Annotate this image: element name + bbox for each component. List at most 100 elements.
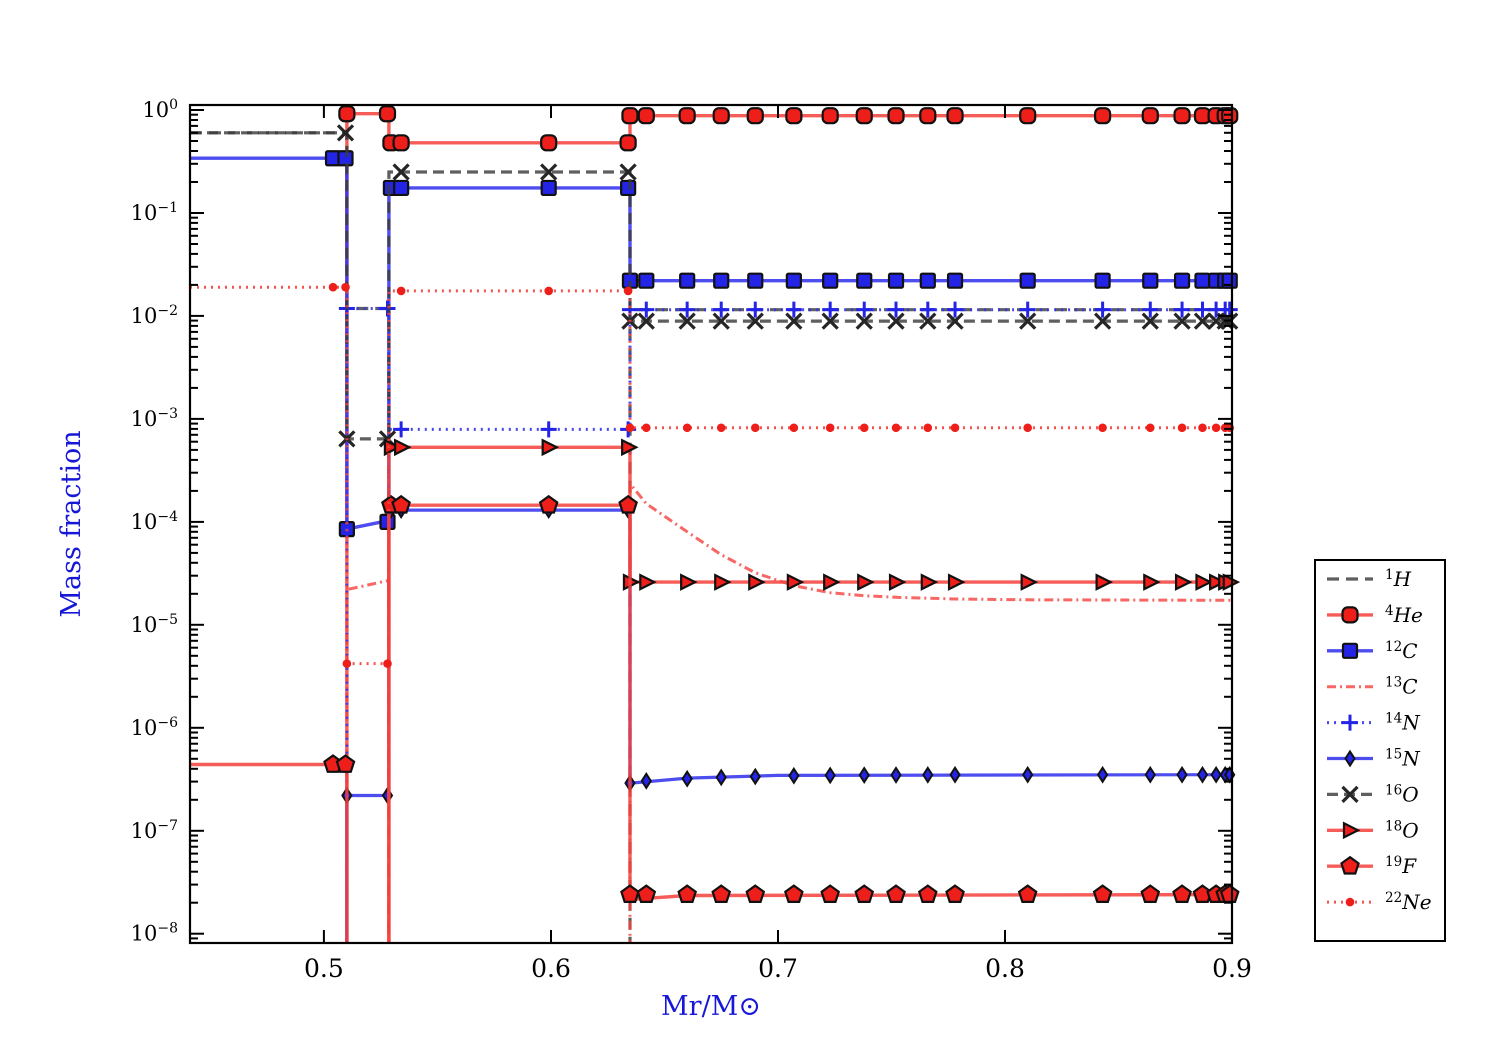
dot-marker [891,423,901,433]
circle-marker [540,134,558,152]
triangle-right-marker [888,573,907,591]
pentagon-marker [1017,884,1038,903]
triangle-right-marker [1342,821,1361,840]
circle-marker [919,107,937,125]
pentagon-marker [1092,884,1113,903]
dot-marker [383,659,392,668]
x-marker [678,312,696,330]
dot-marker [342,659,352,668]
diamond-marker [1210,765,1222,784]
series-O16 [190,124,1239,448]
plus-marker [1142,301,1159,318]
legend-entry-O18: 18O [1327,818,1419,842]
circle-marker [619,134,637,152]
triangle-right-marker [639,573,657,591]
x-tick-label: 0.8 [985,954,1025,983]
pentagon-marker [677,884,698,903]
triangle-right-marker [1174,573,1193,591]
plus-marker [747,301,764,318]
square-marker [946,272,964,289]
legend-entry-He4: 4He [1327,603,1423,627]
series-markers-He4 [338,105,1239,152]
diamond-marker [788,766,800,785]
legend-label-Ne22: 22Ne [1385,890,1432,914]
dot-marker [1211,423,1221,433]
series-markers-O18 [383,438,1241,591]
circle-marker [855,107,873,125]
plus-marker [540,421,557,438]
y-tick-label: 10−3 [131,406,178,431]
diamond-marker [858,766,870,784]
dot-marker [682,423,692,433]
circle-marker [1173,107,1191,125]
circle-marker [946,107,964,125]
legend-entry-C12: 12C [1327,639,1418,663]
circle-marker [785,107,803,125]
x-tick-label: 0.5 [304,954,344,983]
x-marker [392,163,410,181]
diamond-marker [949,765,961,784]
plus-marker [822,301,839,318]
square-marker [822,272,839,289]
series-markers-F19 [323,494,1240,903]
x-marker [1019,312,1037,330]
plus-marker [1094,301,1111,318]
plus-marker [785,301,802,318]
pentagon-marker [618,494,638,514]
circle-marker [1094,107,1112,125]
pentagon-marker [784,884,804,903]
circle-marker [392,134,410,152]
dot-marker [825,423,835,433]
x-marker [1141,312,1159,330]
dot-marker [1098,423,1107,433]
series-Ne22 [190,282,1235,668]
circle-marker [378,105,397,123]
triangle-right-marker [857,573,875,591]
square-marker [638,272,655,289]
legend-label-F19: 19F [1385,854,1417,878]
triangle-right-marker [1143,573,1161,591]
circle-marker [621,107,639,125]
legend-label-O18: 18O [1385,818,1419,842]
plus-marker [888,301,905,318]
triangle-right-marker [748,573,766,591]
legend-label-H1: 1H [1385,567,1412,591]
pentagon-marker [745,884,766,903]
triangle-right-marker [621,438,639,457]
legend-label-N14: 14N [1385,711,1421,735]
triangle-right-marker [947,573,966,591]
x-marker [785,312,803,330]
dot-marker [789,423,799,433]
square-marker [785,272,802,289]
dot-marker [396,286,406,296]
triangle-right-marker [1020,573,1039,591]
dot-marker [859,423,869,433]
y-tick-label: 10−4 [131,509,178,534]
dot-marker [623,286,633,296]
x-axis-label: Mr/M⊙ [661,991,761,1022]
x-marker [887,312,905,330]
series-He4 [338,105,1239,943]
diamond-marker [1022,765,1034,784]
circle-marker [1019,107,1037,125]
x-tick-label: 0.7 [758,954,798,983]
y-tick-label: 10−1 [131,200,178,225]
plus-marker [679,301,696,318]
pentagon-marker [620,884,640,903]
y-tick-label: 10−6 [131,715,178,740]
dot-marker [625,423,635,433]
y-tick-label: 10−5 [131,612,178,637]
square-marker [856,272,873,289]
y-tick-label: 10−8 [131,921,178,946]
square-marker [393,179,410,197]
circle-marker [887,107,905,125]
legend-entry-O16: 16O [1327,782,1419,806]
dot-marker [1177,423,1187,433]
diamond-marker [715,768,727,787]
square-marker [713,272,730,289]
plus-marker [856,301,873,318]
x-marker [919,312,937,330]
series-markers-Ne22 [328,282,1235,668]
legend-label-C13: 13C [1385,675,1418,699]
circle-marker [746,107,764,125]
